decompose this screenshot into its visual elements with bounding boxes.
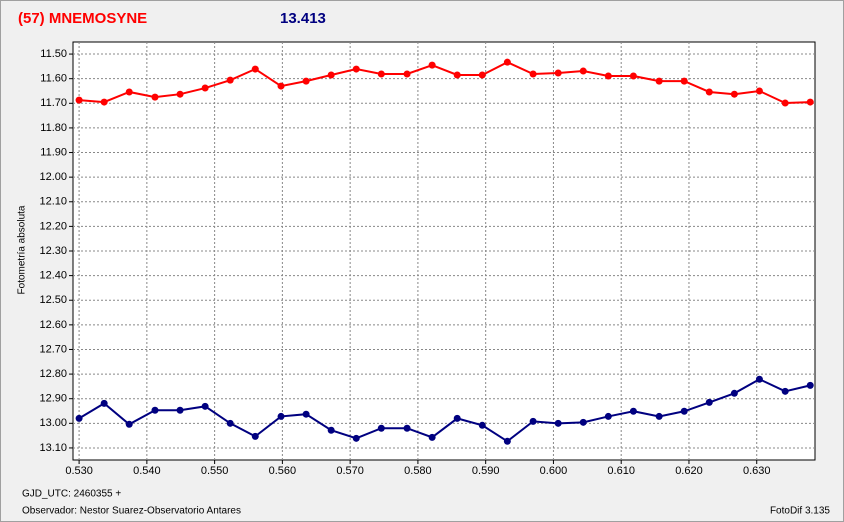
x-tick-label: 0.610 [607, 465, 635, 477]
data-point [251, 432, 259, 440]
chart-subtitle: 13.413 [280, 10, 326, 27]
data-point [453, 414, 461, 422]
data-point [352, 65, 360, 73]
x-tick-label: 0.580 [404, 465, 432, 477]
data-point [226, 76, 234, 84]
data-point [655, 412, 663, 420]
y-tick-label: 12.70 [39, 343, 67, 355]
y-tick-label: 12.50 [39, 294, 67, 306]
data-point [453, 71, 461, 79]
y-tick-label: 11.70 [40, 97, 67, 109]
data-point [705, 398, 713, 406]
data-point [554, 69, 562, 77]
data-point [125, 88, 133, 96]
data-point [529, 70, 537, 78]
data-point [251, 65, 259, 73]
x-tick-label: 0.600 [540, 465, 568, 477]
x-tick-label: 0.550 [201, 465, 229, 477]
data-point [604, 412, 612, 420]
data-point [100, 399, 108, 407]
data-point [730, 90, 738, 98]
data-point [428, 61, 436, 69]
data-point [503, 437, 511, 445]
data-point [226, 419, 234, 427]
data-point [176, 90, 184, 98]
x-tick-label: 0.590 [472, 465, 500, 477]
data-point [806, 98, 814, 106]
data-point [377, 70, 385, 78]
x-tick-label: 0.540 [133, 465, 161, 477]
plot-area [72, 41, 816, 461]
data-point [680, 77, 688, 85]
data-point [151, 406, 159, 414]
series-line [79, 61, 811, 105]
x-tick-label: 0.620 [675, 465, 703, 477]
y-tick-label: 12.30 [39, 245, 67, 257]
data-point [579, 67, 587, 75]
y-tick-label: 11.60 [40, 73, 67, 85]
data-point [327, 71, 335, 79]
data-point [755, 87, 763, 95]
data-point [201, 402, 209, 410]
y-tick-label: 13.00 [39, 417, 67, 429]
y-tick-label: 11.50 [40, 48, 67, 60]
x-tick-label: 0.560 [269, 465, 297, 477]
data-point [176, 406, 184, 414]
y-tick-label: 13.10 [39, 442, 67, 454]
data-point [125, 420, 133, 428]
data-point [403, 424, 411, 432]
data-point [755, 375, 763, 383]
data-point [277, 82, 285, 90]
y-axis-label: Fotometría absoluta [17, 205, 28, 294]
y-tick-label: 12.90 [39, 393, 67, 405]
data-point [629, 72, 637, 80]
data-point [655, 77, 663, 85]
y-tick-label: 12.00 [39, 171, 67, 183]
y-tick-label: 12.10 [39, 196, 67, 208]
y-tick-label: 12.80 [39, 368, 67, 380]
data-point [403, 70, 411, 78]
x-axis-label: GJD_UTC: 2460355 + [22, 489, 121, 500]
x-tick-label: 0.530 [65, 465, 93, 477]
series-line [78, 378, 811, 443]
observer: Observador: Nestor Suarez-Observatorio A… [22, 506, 241, 517]
data-point [554, 419, 562, 427]
data-point [302, 77, 310, 85]
software: FotoDif 3.135 [770, 506, 830, 517]
data-point [781, 387, 789, 395]
data-point [201, 84, 209, 92]
data-point [327, 426, 335, 434]
data-point [629, 407, 637, 415]
y-tick-label: 12.40 [39, 270, 67, 282]
data-point [680, 407, 688, 415]
data-point [302, 410, 310, 418]
data-point [604, 72, 612, 80]
data-point [100, 98, 108, 106]
y-tick-label: 11.90 [40, 146, 67, 158]
y-tick-label: 12.20 [39, 220, 67, 232]
data-point [377, 424, 385, 432]
data-point [352, 434, 360, 442]
data-point [730, 389, 738, 397]
x-tick-label: 0.630 [743, 465, 771, 477]
data-point [503, 58, 511, 66]
chart-title: (57) MNEMOSYNE [18, 10, 147, 27]
data-point [151, 93, 159, 101]
data-point [781, 99, 789, 107]
x-tick-label: 0.570 [336, 465, 364, 477]
data-point [529, 417, 537, 425]
data-point [277, 412, 285, 420]
y-tick-label: 12.60 [39, 319, 67, 331]
data-point [806, 381, 814, 389]
data-point [75, 414, 83, 422]
data-point [75, 96, 83, 104]
data-point [705, 88, 713, 96]
y-tick-label: 11.80 [40, 122, 67, 134]
data-point [579, 418, 587, 426]
data-point [478, 71, 486, 79]
data-point [478, 421, 486, 429]
data-point [428, 433, 436, 441]
